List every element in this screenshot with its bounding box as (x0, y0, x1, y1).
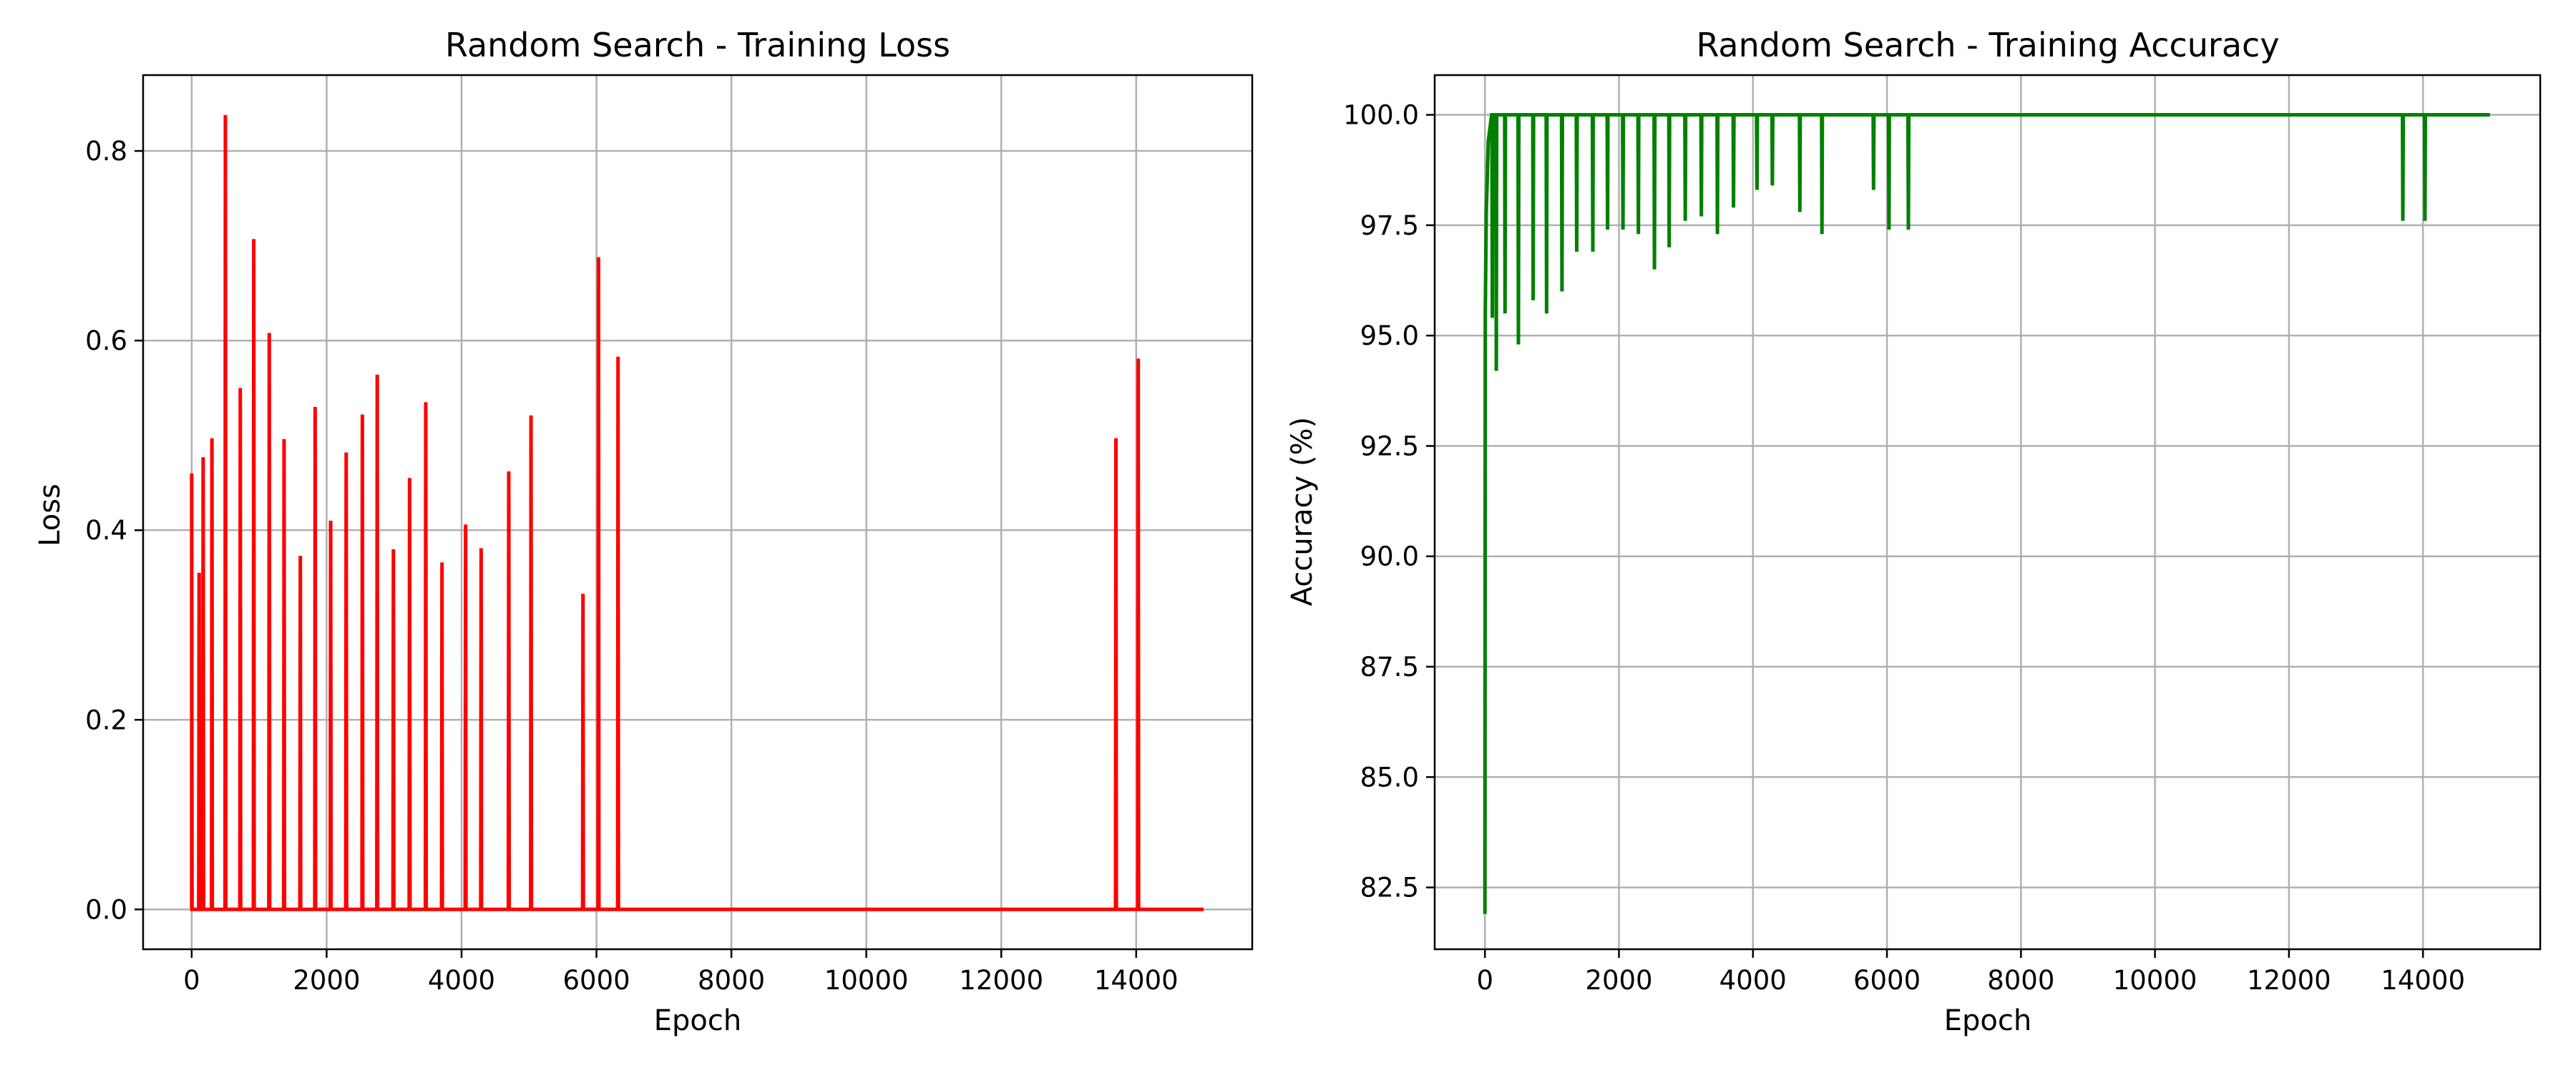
accuracy-chart-ytick-label: 90.0 (1360, 542, 1419, 572)
accuracy-chart-ytick-label: 100.0 (1343, 100, 1419, 131)
accuracy-chart-frame (1433, 74, 2542, 951)
accuracy-chart-xtick-label: 2000 (1585, 965, 1652, 996)
accuracy-chart-xtick-label: 6000 (1853, 965, 1921, 996)
accuracy-chart-ytick-label: 92.5 (1360, 431, 1419, 461)
loss-chart-xlabel: Epoch (654, 1004, 741, 1037)
loss-chart-xtick-label: 8000 (698, 965, 765, 996)
loss-chart-frame (142, 74, 1254, 951)
accuracy-chart-plot-area (1483, 113, 2490, 914)
loss-chart-ytick-label: 0.0 (85, 894, 127, 925)
loss-chart-xtick-label: 14000 (1094, 965, 1179, 996)
accuracy-chart-ytick-label: 85.0 (1360, 762, 1419, 793)
loss-chart-ticks: 0 2000 4000 6000 8000 10000 12000 14000 0.0 0.2 0.… (85, 136, 1179, 996)
accuracy-chart-ylabel: Accuracy (%) (1286, 417, 1319, 607)
loss-chart-ytick-label: 0.2 (85, 705, 127, 735)
accuracy-chart-xtick-label: 12000 (2247, 965, 2331, 996)
loss-chart-xtick-label: 0 (183, 965, 200, 996)
accuracy-chart-xlabel: Epoch (1944, 1004, 2031, 1037)
loss-chart-xtick-label: 4000 (428, 965, 495, 996)
accuracy-chart-xtick-label: 14000 (2381, 965, 2465, 996)
loss-chart-xtick-label: 6000 (562, 965, 630, 996)
loss-chart-series-line (190, 114, 1204, 911)
accuracy-chart-xtick-label: 10000 (2113, 965, 2197, 996)
loss-chart-title: Random Search - Training Loss (445, 26, 950, 64)
accuracy-chart-xtick-label: 8000 (1987, 965, 2054, 996)
accuracy-chart-series-line (1483, 113, 2490, 914)
loss-chart-ytick-label: 0.8 (85, 136, 127, 167)
loss-chart-ytick-label: 0.4 (85, 515, 127, 546)
loss-chart-ytick-label: 0.6 (85, 325, 127, 356)
loss-chart-plot-area (190, 114, 1204, 911)
accuracy-chart-xtick-label: 4000 (1719, 965, 1787, 996)
loss-chart-xtick-label: 12000 (959, 965, 1043, 996)
accuracy-chart-ytick-label: 82.5 (1360, 873, 1419, 903)
accuracy-chart-ytick-label: 97.5 (1360, 210, 1419, 241)
accuracy-chart-title: Random Search - Training Accuracy (1696, 26, 2279, 64)
accuracy-chart-ytick-label: 87.5 (1360, 652, 1419, 682)
accuracy-chart-ticks: 0 2000 4000 6000 8000 10000 12000 14000 82.5 85.0… (1343, 100, 2465, 996)
loss-chart-xtick-label: 2000 (293, 965, 360, 996)
loss-chart: Random Search - Training Loss Epoch Loss… (34, 26, 1254, 1037)
loss-chart-ylabel: Loss (34, 484, 67, 547)
accuracy-chart: Random Search - Training Accuracy Epoch … (1286, 26, 2542, 1037)
loss-chart-xtick-label: 10000 (824, 965, 909, 996)
accuracy-chart-xtick-label: 0 (1476, 965, 1493, 996)
accuracy-chart-ytick-label: 95.0 (1360, 320, 1419, 351)
